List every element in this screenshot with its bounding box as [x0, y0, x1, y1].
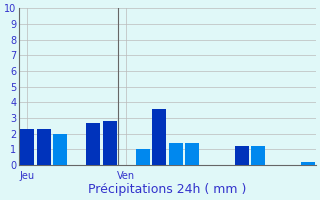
- Bar: [53, 134, 68, 165]
- Bar: [20, 129, 35, 165]
- X-axis label: Précipitations 24h ( mm ): Précipitations 24h ( mm ): [88, 183, 247, 196]
- Bar: [235, 146, 249, 165]
- Bar: [152, 109, 166, 165]
- Bar: [169, 143, 183, 165]
- Bar: [136, 149, 150, 165]
- Bar: [251, 146, 265, 165]
- Bar: [37, 129, 51, 165]
- Bar: [86, 123, 100, 165]
- Bar: [300, 162, 315, 165]
- Bar: [103, 121, 117, 165]
- Bar: [185, 143, 199, 165]
